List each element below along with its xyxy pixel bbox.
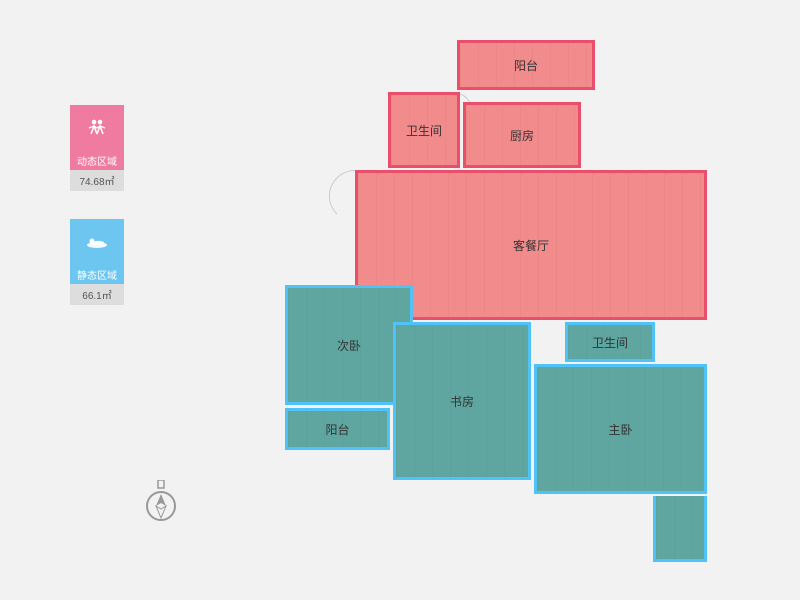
room-label: 主卧: [608, 421, 632, 438]
room-corner: [653, 496, 707, 562]
legend-dynamic-icon: [70, 105, 124, 151]
room-卫生间: 卫生间: [388, 92, 460, 168]
room-卫生间: 卫生间: [565, 322, 655, 362]
compass-icon: [144, 480, 178, 524]
legend-static-icon: [70, 219, 124, 265]
room-label: 阳台: [325, 421, 349, 438]
legend-dynamic-value: 74.68㎡: [70, 170, 124, 191]
legend-static: 静态区域 66.1㎡: [70, 219, 124, 305]
room-label: 厨房: [510, 127, 534, 144]
room-主卧: 主卧: [534, 364, 707, 494]
room-阳台: 阳台: [285, 408, 390, 450]
room-label: 书房: [450, 393, 474, 410]
people-icon: [87, 119, 107, 135]
sleep-icon: [86, 234, 108, 248]
legend-static-label: 静态区域: [70, 265, 124, 284]
floor-plan: 阳台卫生间厨房客餐厅次卧阳台书房卫生间主卧: [285, 40, 735, 575]
legend-dynamic: 动态区域 74.68㎡: [70, 105, 124, 191]
legend: 动态区域 74.68㎡ 静态区域 66.1㎡: [70, 105, 124, 333]
room-label: 卫生间: [406, 122, 442, 139]
legend-static-value: 66.1㎡: [70, 284, 124, 305]
room-label: 次卧: [337, 337, 361, 354]
room-阳台: 阳台: [457, 40, 595, 90]
room-label: 阳台: [514, 57, 538, 74]
room-label: 卫生间: [592, 334, 628, 351]
room-书房: 书房: [393, 322, 531, 480]
room-label: 客餐厅: [513, 237, 549, 254]
room-厨房: 厨房: [463, 102, 581, 168]
legend-dynamic-label: 动态区域: [70, 151, 124, 170]
